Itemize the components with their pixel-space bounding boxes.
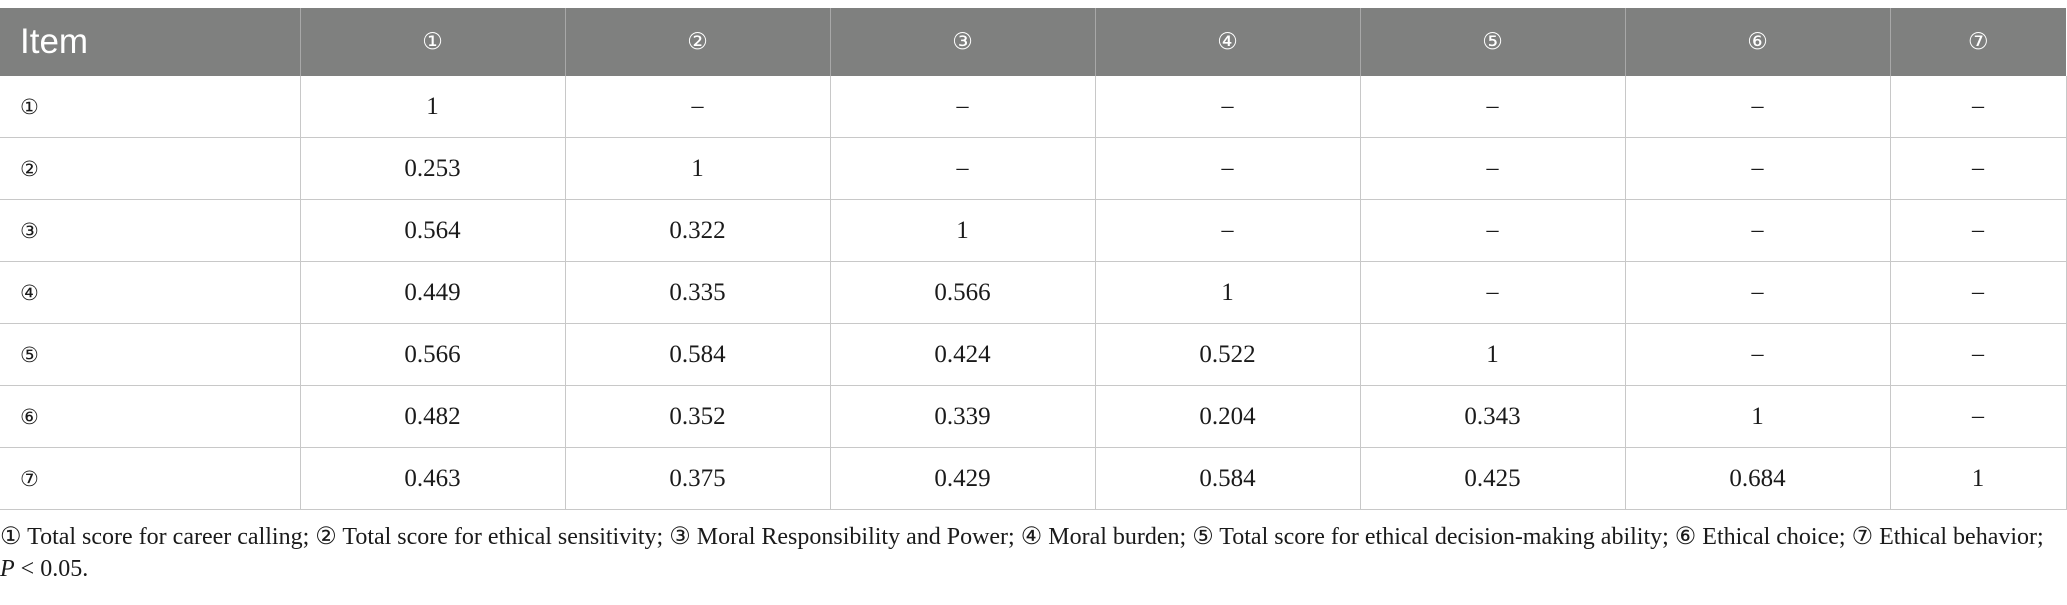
table-cell: – (1359, 76, 1625, 138)
header-col-3: ③ (829, 8, 1095, 76)
table-cell: – (1889, 385, 2067, 448)
row-label: ③ (0, 199, 300, 262)
table-row: ⑥ 0.482 0.352 0.339 0.204 0.343 1– (0, 385, 2067, 448)
table-body: ① 1– – – – – – ② 0.253 1– – – – – ③ 0.564 0.322 1– – – – ④ 0.4… (0, 76, 2067, 510)
table-cell: 0.335 (564, 261, 830, 324)
table-cell: 1 (299, 76, 565, 138)
table-cell: – (1889, 261, 2067, 324)
table-cell: 0.429 (829, 447, 1095, 510)
table-cell: 0.566 (829, 261, 1095, 324)
table-cell: 0.339 (829, 385, 1095, 448)
row-label: ⑦ (0, 447, 300, 510)
table-cell: – (829, 137, 1095, 200)
footnote-text: ① Total score for career calling; ② Tota… (0, 524, 2044, 550)
table-cell: – (1624, 137, 1890, 200)
table-cell: 1 (829, 199, 1095, 262)
table-cell: 0.322 (564, 199, 830, 262)
table-cell: – (1624, 76, 1890, 138)
table-cell: 1 (1889, 447, 2067, 510)
table-row: ④ 0.449 0.335 0.566 1– – – (0, 261, 2067, 324)
table-cell: 1 (1094, 261, 1360, 324)
table-row: ⑤ 0.566 0.584 0.424 0.522 1– – (0, 323, 2067, 386)
table-cell: 0.522 (1094, 323, 1360, 386)
table-cell: – (1359, 199, 1625, 262)
table-cell: – (1359, 137, 1625, 200)
correlation-table: Item ① ② ③ ④ ⑤ ⑥ ⑦ ① 1– – – – – – ② 0.253 1– – – – – ③… (0, 8, 2067, 510)
row-label: ⑤ (0, 323, 300, 386)
table-cell: – (1094, 137, 1360, 200)
table-cell: – (1624, 261, 1890, 324)
table-cell: 0.375 (564, 447, 830, 510)
table-row: ⑦ 0.463 0.375 0.429 0.584 0.425 0.684 1 (0, 447, 2067, 510)
header-col-4: ④ (1094, 8, 1360, 76)
table-cell: – (1889, 76, 2067, 138)
table-cell: 0.449 (299, 261, 565, 324)
table-row: ① 1– – – – – – (0, 76, 2067, 138)
table-cell: 0.684 (1624, 447, 1890, 510)
table-cell: – (564, 76, 830, 138)
table-row: ③ 0.564 0.322 1– – – – (0, 199, 2067, 262)
table-cell: 1 (564, 137, 830, 200)
table-cell: – (829, 76, 1095, 138)
table-cell: – (1359, 261, 1625, 324)
table-cell: 0.204 (1094, 385, 1360, 448)
table-cell: 0.424 (829, 323, 1095, 386)
header-row: Item ① ② ③ ④ ⑤ ⑥ ⑦ (0, 8, 2066, 76)
table-cell: 0.584 (1094, 447, 1360, 510)
table-cell: 0.343 (1359, 385, 1625, 448)
header-col-2: ② (564, 8, 830, 76)
table-cell: – (1889, 323, 2067, 386)
row-label: ⑥ (0, 385, 300, 448)
header-col-7: ⑦ (1889, 8, 2066, 76)
table-cell: 0.482 (299, 385, 565, 448)
table-cell: 0.425 (1359, 447, 1625, 510)
table-cell: 0.253 (299, 137, 565, 200)
table-cell: 1 (1624, 385, 1890, 448)
table-cell: – (1094, 199, 1360, 262)
table-cell: 0.564 (299, 199, 565, 262)
footnote-p-label: P (0, 556, 15, 582)
table-cell: 1 (1359, 323, 1625, 386)
table-cell: – (1889, 199, 2067, 262)
table-cell: 0.566 (299, 323, 565, 386)
table-footnote: ① Total score for career calling; ② Tota… (0, 521, 2060, 585)
correlation-table-container: Item ① ② ③ ④ ⑤ ⑥ ⑦ ① 1– – – – – – ② 0.253 1– – – – – ③… (0, 8, 2067, 510)
table-cell: – (1624, 199, 1890, 262)
table-cell: – (1094, 76, 1360, 138)
row-label: ④ (0, 261, 300, 324)
header-item: Item (0, 8, 300, 76)
table-row: ② 0.253 1– – – – – (0, 137, 2067, 200)
table-cell: 0.352 (564, 385, 830, 448)
footnote-p-value: < 0.05. (14, 556, 89, 582)
table-cell: – (1624, 323, 1890, 386)
row-label: ① (0, 76, 300, 138)
row-label: ② (0, 137, 300, 200)
table-cell: – (1889, 137, 2067, 200)
table-cell: 0.584 (564, 323, 830, 386)
header-col-5: ⑤ (1359, 8, 1625, 76)
table-cell: 0.463 (299, 447, 565, 510)
header-col-1: ① (299, 8, 565, 76)
header-col-6: ⑥ (1624, 8, 1890, 76)
